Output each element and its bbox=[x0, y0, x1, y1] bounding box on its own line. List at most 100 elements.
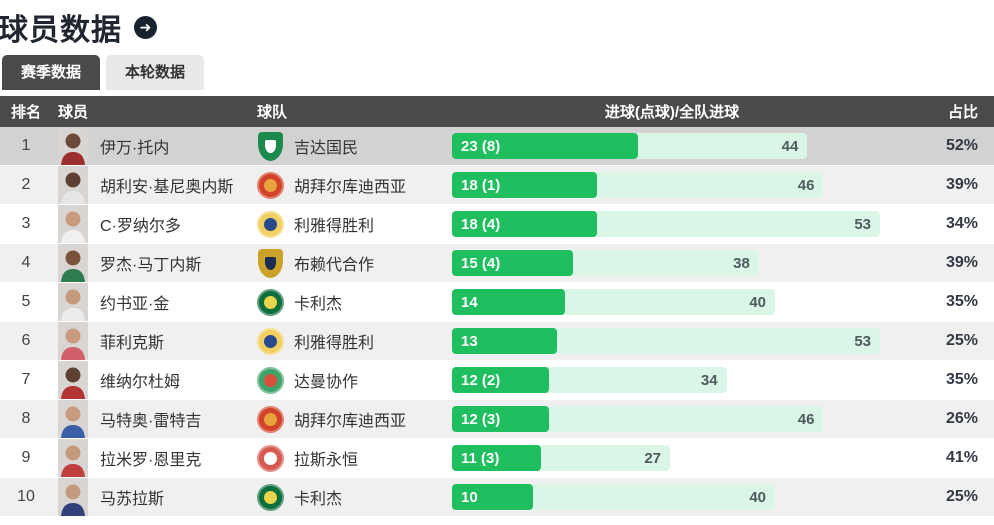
player-name: 马苏拉斯 bbox=[100, 491, 165, 508]
player-avatar bbox=[58, 127, 88, 165]
team-goals-label: 46 bbox=[797, 410, 815, 428]
player-name: 罗杰·马丁内斯 bbox=[100, 257, 202, 274]
arrow-right-circle-icon[interactable]: ➜ bbox=[134, 15, 157, 39]
team-name: 布赖代合作 bbox=[294, 257, 375, 274]
page-title: 球员数据 bbox=[0, 14, 122, 47]
player-avatar bbox=[58, 283, 88, 321]
table-row[interactable]: 10 马苏拉斯 卡利杰 40 10 25% bbox=[0, 478, 994, 517]
player-avatar bbox=[58, 322, 88, 360]
goals-bar-fill: 14 bbox=[452, 289, 566, 315]
goals-bar-fill: 13 bbox=[452, 328, 557, 354]
team-goals-label: 40 bbox=[749, 488, 767, 506]
goals-bar: 40 14 bbox=[452, 289, 880, 315]
team-logo-icon bbox=[256, 210, 284, 238]
table-row[interactable]: 5 约书亚·金 卡利杰 40 14 35% bbox=[0, 283, 994, 322]
table-row[interactable]: 2 胡利安·基尼奥内斯 胡拜尔库迪西亚 46 18 (1) 39% bbox=[0, 166, 994, 205]
header-player: 球员 bbox=[58, 104, 89, 121]
table-header: 排名 球员 球队 进球(点球)/全队进球 占比 bbox=[0, 96, 994, 127]
team-goals-label: 44 bbox=[781, 137, 799, 155]
player-name: C·罗纳尔多 bbox=[100, 218, 181, 235]
goals-label: 18 (4) bbox=[461, 215, 501, 233]
team-logo-icon bbox=[256, 405, 284, 433]
tab-round-data[interactable]: 本轮数据 bbox=[106, 55, 205, 90]
goals-bar: 38 15 (4) bbox=[452, 250, 880, 276]
tab-bar: 赛季数据 本轮数据 bbox=[0, 55, 994, 90]
share-cell: 26% bbox=[945, 410, 978, 427]
goals-bar: 27 11 (3) bbox=[452, 445, 880, 471]
player-avatar bbox=[58, 166, 88, 204]
goals-bar-fill: 15 (4) bbox=[452, 250, 574, 276]
goals-label: 10 bbox=[461, 488, 478, 506]
team-logo-icon bbox=[256, 171, 284, 199]
goals-label: 15 (4) bbox=[461, 254, 501, 272]
header-team: 球队 bbox=[257, 104, 288, 121]
goals-label: 12 (3) bbox=[461, 410, 501, 428]
team-goals-label: 34 bbox=[700, 371, 718, 389]
table-body: 1 伊万·托内 吉达国民 44 23 (8) 52% 2 bbox=[0, 127, 994, 517]
goals-bar-fill: 23 (8) bbox=[452, 133, 638, 159]
goals-bar-fill: 12 (2) bbox=[452, 367, 549, 393]
header-share: 占比 bbox=[947, 104, 978, 121]
goals-bar: 40 10 bbox=[452, 484, 880, 510]
player-name: 伊万·托内 bbox=[100, 140, 170, 157]
team-name: 达曼协作 bbox=[294, 374, 359, 391]
goals-bar: 46 12 (3) bbox=[452, 406, 880, 432]
goals-label: 18 (1) bbox=[461, 176, 501, 194]
team-name: 吉达国民 bbox=[294, 140, 359, 157]
team-name: 卡利杰 bbox=[294, 491, 343, 508]
player-name: 胡利安·基尼奥内斯 bbox=[100, 179, 234, 196]
header-rank: 排名 bbox=[10, 104, 41, 121]
rank-cell: 8 bbox=[21, 410, 31, 427]
table-row[interactable]: 1 伊万·托内 吉达国民 44 23 (8) 52% bbox=[0, 127, 994, 166]
share-cell: 25% bbox=[945, 488, 978, 505]
goals-bar: 53 18 (4) bbox=[452, 211, 880, 237]
share-cell: 39% bbox=[945, 254, 978, 271]
goals-bar-fill: 10 bbox=[452, 484, 533, 510]
team-logo-icon bbox=[256, 444, 284, 472]
tab-season-data[interactable]: 赛季数据 bbox=[2, 55, 101, 90]
table-row[interactable]: 6 菲利克斯 利雅得胜利 53 13 25% bbox=[0, 322, 994, 361]
team-goals-label: 53 bbox=[854, 215, 871, 233]
team-logo-icon bbox=[256, 483, 284, 511]
share-cell: 35% bbox=[945, 293, 978, 310]
team-name: 利雅得胜利 bbox=[294, 218, 375, 235]
goals-bar: 53 13 bbox=[452, 328, 880, 354]
goals-bar-fill: 18 (1) bbox=[452, 172, 598, 198]
table-row[interactable]: 9 拉米罗·恩里克 拉斯永恒 27 11 (3) 41% bbox=[0, 439, 994, 478]
goals-label: 23 (8) bbox=[461, 137, 501, 155]
share-cell: 39% bbox=[945, 176, 978, 193]
goals-bar-fill: 11 (3) bbox=[452, 445, 541, 471]
rank-cell: 7 bbox=[21, 371, 31, 388]
share-cell: 35% bbox=[945, 371, 978, 388]
team-name: 卡利杰 bbox=[294, 296, 343, 313]
table-row[interactable]: 8 马特奥·雷特吉 胡拜尔库迪西亚 46 12 (3) 26% bbox=[0, 400, 994, 439]
rank-cell: 6 bbox=[21, 332, 31, 349]
rank-cell: 1 bbox=[21, 137, 31, 154]
team-name: 胡拜尔库迪西亚 bbox=[294, 413, 407, 430]
goals-bar: 44 23 (8) bbox=[452, 133, 880, 159]
team-goals-label: 53 bbox=[854, 332, 871, 350]
team-logo-icon bbox=[256, 366, 284, 394]
share-cell: 25% bbox=[945, 332, 978, 349]
goals-bar-fill: 12 (3) bbox=[452, 406, 549, 432]
table-row[interactable]: 7 维纳尔杜姆 达曼协作 34 12 (2) 35% bbox=[0, 361, 994, 400]
player-name: 维纳尔杜姆 bbox=[100, 374, 181, 391]
player-name: 菲利克斯 bbox=[100, 335, 165, 352]
team-goals-label: 46 bbox=[797, 176, 815, 194]
goals-label: 12 (2) bbox=[461, 371, 501, 389]
team-logo-icon bbox=[256, 288, 284, 316]
team-name: 胡拜尔库迪西亚 bbox=[294, 179, 407, 196]
rank-cell: 10 bbox=[17, 488, 35, 505]
player-avatar bbox=[58, 244, 88, 282]
goals-bar: 46 18 (1) bbox=[452, 172, 880, 198]
player-avatar bbox=[58, 205, 88, 243]
goals-label: 13 bbox=[461, 332, 478, 350]
player-name: 约书亚·金 bbox=[100, 296, 170, 313]
player-avatar bbox=[58, 478, 88, 516]
table-row[interactable]: 3 C·罗纳尔多 利雅得胜利 53 18 (4) 34% bbox=[0, 205, 994, 244]
table-row[interactable]: 4 罗杰·马丁内斯 布赖代合作 38 15 (4) 39% bbox=[0, 244, 994, 283]
header-goals: 进球(点球)/全队进球 bbox=[604, 104, 740, 121]
rank-cell: 5 bbox=[21, 293, 31, 310]
team-goals-label: 40 bbox=[749, 293, 767, 311]
player-avatar bbox=[58, 361, 88, 399]
